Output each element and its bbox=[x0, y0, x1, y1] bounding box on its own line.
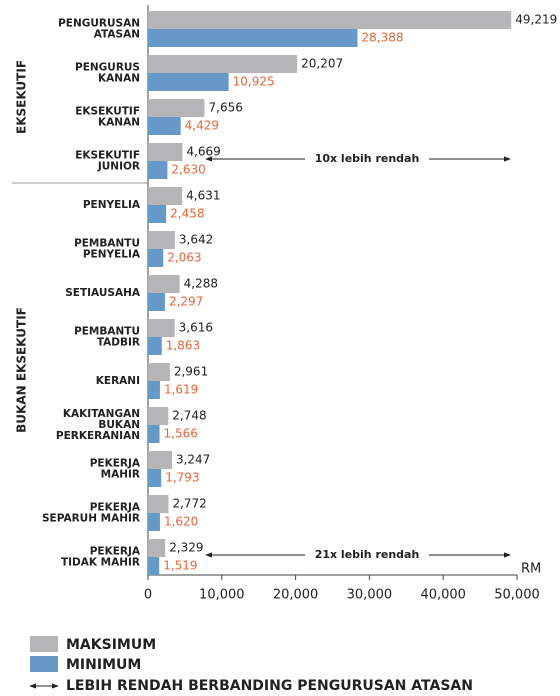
value-label: 1,620 bbox=[164, 515, 198, 529]
bar bbox=[148, 557, 160, 575]
x-tick-label: 20,000 bbox=[273, 588, 319, 603]
category-label: BUKAN bbox=[98, 419, 140, 431]
annotation-bg bbox=[305, 547, 429, 563]
value-label: 1,619 bbox=[164, 383, 198, 397]
bar bbox=[148, 249, 164, 267]
bar bbox=[148, 337, 162, 355]
value-label: 4,631 bbox=[186, 189, 220, 203]
value-label: 3,642 bbox=[179, 233, 213, 247]
value-label: 1,793 bbox=[165, 471, 199, 485]
x-tick-label: 30,000 bbox=[347, 588, 393, 603]
annotation-text: 10x lebih rendah bbox=[315, 152, 420, 165]
x-tick-label: 0 bbox=[144, 588, 152, 603]
bar bbox=[148, 319, 175, 337]
bar bbox=[148, 513, 160, 531]
category-label: SEPARUH MAHIR bbox=[42, 513, 140, 525]
bar bbox=[148, 161, 168, 179]
category-label: ATASAN bbox=[94, 29, 140, 41]
value-label: 1,863 bbox=[166, 339, 200, 353]
bar bbox=[148, 205, 167, 223]
annotation-text: 21x lebih rendah bbox=[315, 548, 420, 561]
value-label: 2,772 bbox=[172, 497, 206, 511]
bar bbox=[148, 425, 160, 443]
value-label: 2,961 bbox=[174, 365, 208, 379]
category-label: PENYELIA bbox=[83, 199, 141, 211]
legend-label: MINIMUM bbox=[66, 657, 141, 673]
bar bbox=[148, 11, 512, 29]
value-label: 2,630 bbox=[171, 163, 205, 177]
category-label: PENGURUS bbox=[75, 62, 140, 74]
category-label: PEMBANTU bbox=[74, 326, 140, 338]
category-label: PEMBANTU bbox=[74, 238, 140, 250]
bar bbox=[148, 55, 298, 73]
category-label: PEKERJA bbox=[90, 546, 141, 558]
x-axis-label: RM bbox=[521, 562, 541, 577]
category-label: MAHIR bbox=[101, 469, 140, 481]
bar bbox=[148, 275, 180, 293]
category-label: TADBIR bbox=[97, 337, 140, 349]
bar bbox=[148, 469, 162, 487]
value-label: 2,458 bbox=[170, 207, 204, 221]
legend-label: MAKSIMUM bbox=[66, 637, 156, 653]
group-label: BUKAN EKSEKUTIF bbox=[15, 307, 29, 433]
category-label: KANAN bbox=[98, 117, 140, 129]
bar bbox=[148, 407, 169, 425]
value-label: 49,219 bbox=[515, 13, 557, 27]
category-label: KAKITANGAN bbox=[63, 408, 140, 420]
value-label: 4,288 bbox=[184, 277, 218, 291]
value-label: 2,329 bbox=[169, 541, 203, 555]
category-label: PENYELIA bbox=[83, 249, 141, 261]
annotation-bg bbox=[305, 151, 429, 167]
bar bbox=[148, 187, 183, 205]
bar bbox=[148, 231, 175, 249]
category-label: KERANI bbox=[96, 375, 140, 387]
value-label: 10,925 bbox=[233, 75, 275, 89]
legend-swatch bbox=[30, 636, 58, 652]
x-tick-label: 50,000 bbox=[494, 588, 540, 603]
group-label: EKSEKUTIF bbox=[15, 60, 29, 134]
category-label: PENGURUSAN bbox=[58, 18, 140, 30]
category-label: TIDAK MAHIR bbox=[61, 557, 140, 569]
value-label: 2,297 bbox=[169, 295, 203, 309]
bar bbox=[148, 451, 172, 469]
value-label: 20,207 bbox=[301, 57, 343, 71]
x-tick-label: 40,000 bbox=[420, 588, 466, 603]
category-label: PEKERJA bbox=[90, 502, 141, 514]
category-label: KANAN bbox=[98, 73, 140, 85]
category-label: EKSEKUTIF bbox=[75, 150, 140, 162]
bar bbox=[148, 539, 166, 557]
value-label: 4,669 bbox=[186, 145, 220, 159]
value-label: 1,566 bbox=[164, 427, 198, 441]
x-tick-label: 10,000 bbox=[199, 588, 245, 603]
bar bbox=[148, 143, 183, 161]
category-label: PEKERJA bbox=[90, 458, 141, 470]
value-label: 2,063 bbox=[167, 251, 201, 265]
bar bbox=[148, 117, 181, 135]
value-label: 2,748 bbox=[172, 409, 206, 423]
bar bbox=[148, 381, 160, 399]
legend-swatch bbox=[30, 656, 58, 672]
bar bbox=[148, 293, 165, 311]
bar bbox=[148, 363, 170, 381]
bar bbox=[148, 29, 358, 47]
category-label: SETIAUSAHA bbox=[65, 287, 141, 299]
category-label: JUNIOR bbox=[97, 161, 140, 173]
value-label: 1,519 bbox=[163, 559, 197, 573]
value-label: 28,388 bbox=[362, 31, 404, 45]
bar bbox=[148, 73, 229, 91]
legend-note: LEBIH RENDAH BERBANDING PENGURUSAN ATASA… bbox=[66, 678, 473, 694]
value-label: 3,616 bbox=[179, 321, 213, 335]
category-label: EKSEKUTIF bbox=[75, 106, 140, 118]
bar bbox=[148, 495, 169, 513]
value-label: 4,429 bbox=[185, 119, 219, 133]
category-label: PERKERANIAN bbox=[56, 430, 140, 442]
value-label: 7,656 bbox=[209, 101, 243, 115]
value-label: 3,247 bbox=[176, 453, 210, 467]
bar bbox=[148, 99, 205, 117]
